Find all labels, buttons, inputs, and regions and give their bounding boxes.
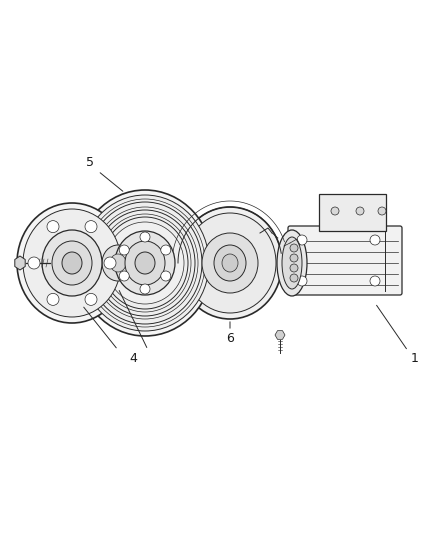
Circle shape <box>119 245 129 255</box>
Ellipse shape <box>17 203 127 323</box>
Circle shape <box>290 244 298 252</box>
Circle shape <box>290 264 298 272</box>
Circle shape <box>331 207 339 215</box>
Circle shape <box>297 276 307 286</box>
Circle shape <box>297 235 307 245</box>
Circle shape <box>104 257 116 269</box>
Circle shape <box>119 271 129 281</box>
Ellipse shape <box>106 222 184 304</box>
Ellipse shape <box>77 190 213 336</box>
Circle shape <box>161 271 171 281</box>
Ellipse shape <box>88 202 202 324</box>
Ellipse shape <box>184 213 276 313</box>
Text: 5: 5 <box>86 157 94 169</box>
Circle shape <box>356 207 364 215</box>
Text: 6: 6 <box>226 332 234 344</box>
Text: 4: 4 <box>129 351 137 365</box>
Circle shape <box>140 232 150 242</box>
Circle shape <box>47 221 59 232</box>
Circle shape <box>370 276 380 286</box>
FancyBboxPatch shape <box>319 194 386 231</box>
Ellipse shape <box>125 241 165 285</box>
FancyBboxPatch shape <box>288 226 402 295</box>
Ellipse shape <box>135 252 155 274</box>
Ellipse shape <box>214 245 246 281</box>
Ellipse shape <box>42 230 102 296</box>
Ellipse shape <box>102 217 188 309</box>
Polygon shape <box>15 256 25 270</box>
Ellipse shape <box>52 241 92 285</box>
Ellipse shape <box>99 214 191 312</box>
Ellipse shape <box>92 207 198 319</box>
Ellipse shape <box>62 252 82 274</box>
Ellipse shape <box>102 245 134 281</box>
Circle shape <box>85 221 97 232</box>
Circle shape <box>47 293 59 305</box>
Ellipse shape <box>93 236 143 290</box>
Ellipse shape <box>178 207 282 319</box>
Ellipse shape <box>110 254 126 272</box>
Circle shape <box>140 284 150 294</box>
Ellipse shape <box>277 230 307 296</box>
Ellipse shape <box>85 199 205 327</box>
Ellipse shape <box>23 209 121 317</box>
Circle shape <box>28 257 40 269</box>
Circle shape <box>370 235 380 245</box>
Circle shape <box>290 274 298 282</box>
Ellipse shape <box>115 231 175 295</box>
Circle shape <box>85 293 97 305</box>
Ellipse shape <box>222 254 238 272</box>
Ellipse shape <box>282 237 302 289</box>
Text: 1: 1 <box>411 351 419 365</box>
Ellipse shape <box>202 233 258 293</box>
Ellipse shape <box>81 195 209 331</box>
Polygon shape <box>275 330 285 340</box>
Circle shape <box>378 207 386 215</box>
Circle shape <box>290 254 298 262</box>
Ellipse shape <box>95 210 195 316</box>
Circle shape <box>161 245 171 255</box>
